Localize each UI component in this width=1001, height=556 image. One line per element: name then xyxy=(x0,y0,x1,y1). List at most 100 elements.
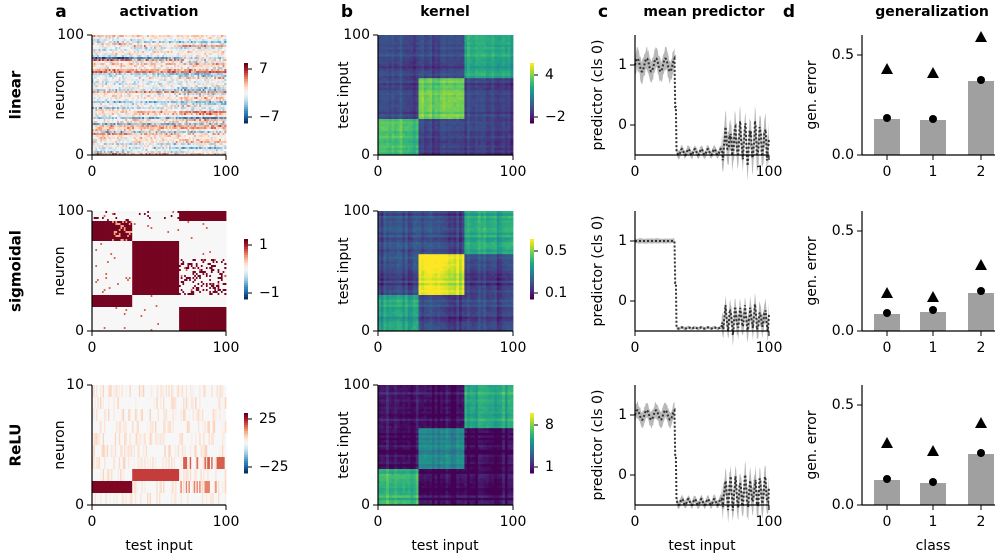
activation-cell xyxy=(214,145,217,148)
activation-cell xyxy=(138,73,141,76)
activation-cell xyxy=(184,129,187,132)
kernel-cell xyxy=(399,39,403,43)
activation-cell xyxy=(105,145,108,148)
activation-cell xyxy=(123,143,126,146)
activation-cell xyxy=(220,145,224,148)
activation-y-tick-label: 0 xyxy=(75,147,84,163)
activation-cell xyxy=(164,107,167,110)
activation-cell xyxy=(177,55,180,58)
activation-cell xyxy=(112,103,115,106)
activation-cell xyxy=(105,111,108,114)
activation-cell xyxy=(162,87,165,90)
activation-cell xyxy=(199,51,202,54)
activation-cell xyxy=(135,149,138,152)
activation-cell xyxy=(159,109,162,112)
activation-cell xyxy=(113,133,116,136)
kernel-cell xyxy=(510,35,514,38)
activation-cell xyxy=(102,117,105,120)
activation-cell xyxy=(194,115,197,118)
activation-cell xyxy=(220,59,224,62)
activation-cell xyxy=(103,107,106,110)
activation-cell xyxy=(135,37,138,40)
activation-cell xyxy=(132,141,135,144)
activation-cell xyxy=(143,105,146,108)
activation-cell xyxy=(145,47,148,50)
activation-cell xyxy=(92,99,95,102)
activation-cell xyxy=(214,57,217,60)
activation-cell xyxy=(148,97,152,100)
activation-cell xyxy=(108,113,111,116)
activation-cell xyxy=(117,53,120,56)
activation-cell xyxy=(117,119,120,122)
activation-cell xyxy=(137,75,140,78)
activation-cell xyxy=(195,125,198,128)
activation-cell xyxy=(215,145,219,148)
kernel-cell xyxy=(399,35,403,38)
activation-cell xyxy=(157,89,160,92)
activation-cell xyxy=(120,129,123,132)
activation-cell xyxy=(195,123,198,126)
activation-cell xyxy=(205,113,208,116)
activation-cell xyxy=(138,147,141,150)
activation-cell xyxy=(153,93,157,96)
activation-cell xyxy=(103,125,106,128)
activation-cell xyxy=(157,39,160,42)
activation-cell xyxy=(150,43,153,46)
activation-cell xyxy=(204,73,207,76)
activation-cell xyxy=(103,119,106,122)
activation-cell xyxy=(150,63,153,66)
activation-cell xyxy=(202,39,205,42)
activation-cell xyxy=(204,75,207,78)
activation-cell xyxy=(132,101,135,104)
activation-cell xyxy=(150,75,153,78)
activation-cell xyxy=(148,67,152,70)
activation-cell xyxy=(153,55,157,58)
activation-cell xyxy=(133,153,136,156)
activation-cell xyxy=(135,87,138,90)
activation-cell xyxy=(197,65,200,68)
activation-cell xyxy=(210,131,213,134)
activation-cell xyxy=(132,89,135,92)
activation-cell xyxy=(150,69,153,72)
activation-cell xyxy=(214,147,217,150)
activation-cell xyxy=(132,71,135,74)
activation-cell xyxy=(174,143,177,146)
activation-cell xyxy=(147,107,150,110)
activation-cell xyxy=(205,115,208,118)
kernel-cell xyxy=(502,35,506,38)
kernel-cell xyxy=(429,37,433,41)
activation-cell xyxy=(97,151,100,154)
activation-cell xyxy=(137,61,140,64)
activation-cell xyxy=(103,117,106,120)
activation-cell xyxy=(113,97,116,100)
activation-cell xyxy=(219,137,222,140)
activation-cell xyxy=(152,103,155,106)
activation-cell xyxy=(137,65,140,68)
activation-cell xyxy=(107,45,110,48)
activation-cell xyxy=(97,67,100,70)
activation-cell xyxy=(135,109,138,112)
activation-cell xyxy=(160,55,163,58)
activation-cell xyxy=(185,121,188,124)
activation-cell xyxy=(159,131,162,134)
activation-cell xyxy=(133,55,136,58)
activation-cell xyxy=(172,127,175,130)
activation-cell xyxy=(137,141,140,144)
activation-cell xyxy=(113,35,116,38)
kernel-cell xyxy=(494,37,498,41)
activation-cell xyxy=(167,57,170,60)
activation-cell xyxy=(179,83,182,86)
activation-cell xyxy=(107,71,110,74)
activation-cell xyxy=(224,57,227,60)
kernel-cell xyxy=(391,35,395,38)
activation-cell xyxy=(209,139,212,142)
activation-cell xyxy=(95,103,98,106)
activation-cell xyxy=(162,53,165,56)
activation-cell xyxy=(160,35,163,38)
activation-cell xyxy=(210,57,213,60)
activation-cell xyxy=(143,73,146,76)
activation-cell xyxy=(155,41,158,44)
activation-cell xyxy=(162,151,165,154)
activation-cell xyxy=(112,115,115,118)
activation-cell xyxy=(145,61,148,64)
